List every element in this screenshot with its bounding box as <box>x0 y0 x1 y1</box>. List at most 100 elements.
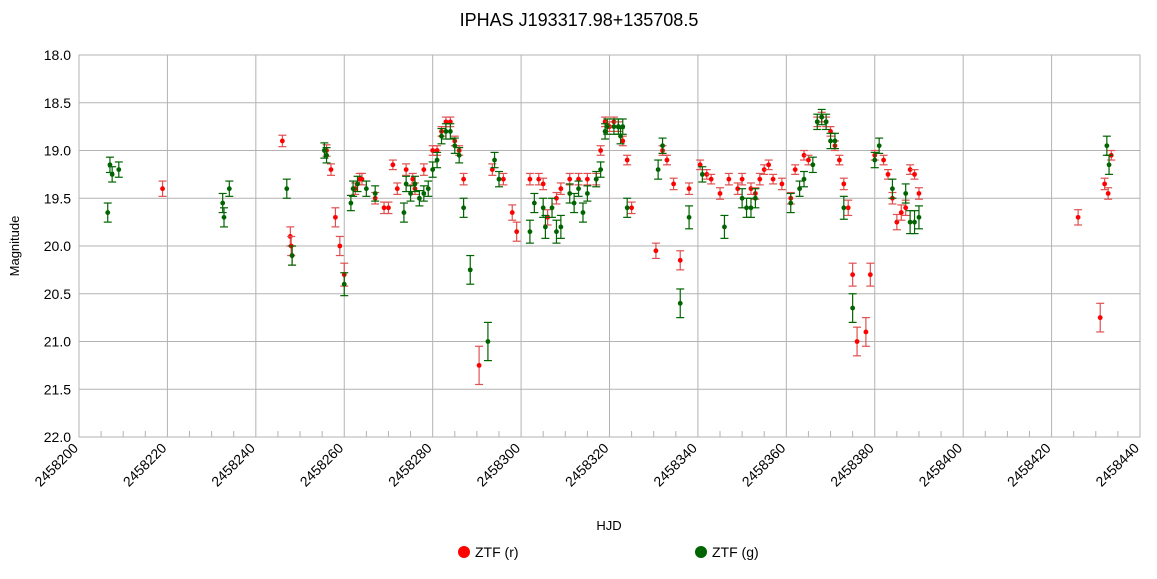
point-g-55 <box>620 124 626 130</box>
point-g-46 <box>580 210 586 215</box>
point-r-85 <box>850 272 856 278</box>
y-axis-ticks: 18.0 18.5 19.0 19.5 20.0 20.5 21.0 21.5 22.0 <box>44 47 71 445</box>
point-r-21 <box>421 167 427 173</box>
point-g-10 <box>324 152 329 158</box>
point-g-58 <box>660 143 665 149</box>
point-g-9 <box>321 148 327 153</box>
point-g-13 <box>350 186 356 192</box>
point-r-93 <box>894 219 900 225</box>
y-tick-label-7: 21.5 <box>44 381 71 397</box>
point-r-86 <box>854 339 860 344</box>
point-g-20 <box>412 181 418 187</box>
point-r-41 <box>567 176 573 182</box>
point-r-55 <box>664 157 670 163</box>
x-tick-label-2: 2458240 <box>208 440 258 490</box>
legend-g-marker <box>695 546 707 558</box>
point-r-74 <box>792 167 798 173</box>
point-r-36 <box>536 176 542 182</box>
point-g-16 <box>372 191 378 196</box>
point-r-16 <box>390 162 396 168</box>
point-g-48 <box>593 176 599 182</box>
point-g-62 <box>722 224 727 230</box>
point-r-33 <box>509 210 515 215</box>
point-r-97 <box>912 171 917 177</box>
point-r-98 <box>916 191 922 196</box>
point-r-101 <box>1102 181 1108 187</box>
x-tick-label-11: 2458420 <box>1004 440 1054 490</box>
point-r-19 <box>410 176 416 182</box>
point-r-51 <box>624 157 630 163</box>
point-r-57 <box>677 257 683 263</box>
point-g-72 <box>819 114 825 120</box>
point-r-50 <box>620 138 626 144</box>
point-g-50 <box>602 129 608 134</box>
point-g-52 <box>611 124 617 130</box>
point-r-39 <box>554 195 559 201</box>
point-g-54 <box>618 133 623 139</box>
point-g-6 <box>226 186 232 192</box>
point-g-12 <box>348 200 354 206</box>
point-g-69 <box>801 176 807 182</box>
point-g-80 <box>890 186 895 192</box>
point-g-21 <box>417 195 422 201</box>
point-r-37 <box>540 181 546 187</box>
point-r-71 <box>770 176 776 182</box>
data-points <box>103 108 1116 386</box>
point-r-102 <box>1105 191 1111 196</box>
point-g-86 <box>1106 162 1112 168</box>
point-g-31 <box>461 205 467 211</box>
point-r-65 <box>739 176 745 182</box>
point-g-53 <box>615 124 621 130</box>
point-g-59 <box>677 300 683 306</box>
point-g-22 <box>421 191 427 196</box>
x-tick-label-1: 2458220 <box>120 440 170 490</box>
point-g-8 <box>289 253 295 258</box>
point-g-51 <box>604 124 610 130</box>
y-tick-label-2: 19.0 <box>44 143 71 159</box>
point-g-38 <box>540 205 546 211</box>
point-r-17 <box>394 186 400 192</box>
x-tick-label-9: 2458380 <box>827 440 877 490</box>
point-g-4 <box>220 200 226 206</box>
point-r-90 <box>881 157 886 163</box>
point-r-29 <box>461 176 467 182</box>
y-tick-label-0: 18.0 <box>44 47 71 63</box>
point-g-66 <box>752 195 758 201</box>
point-g-85 <box>1104 143 1110 149</box>
point-r-70 <box>766 162 772 168</box>
point-r-64 <box>735 186 741 192</box>
point-g-76 <box>841 205 847 211</box>
point-r-60 <box>704 171 710 177</box>
point-r-8 <box>337 243 343 249</box>
point-r-15 <box>386 205 391 211</box>
point-g-2 <box>109 171 115 177</box>
point-g-1 <box>107 162 113 168</box>
point-g-61 <box>699 171 705 177</box>
y-tick-label-6: 21.0 <box>44 334 71 350</box>
point-g-40 <box>549 205 555 211</box>
legend: ZTF (r) ZTF (g) <box>458 544 759 560</box>
point-r-25 <box>443 119 449 125</box>
point-g-25 <box>434 157 440 163</box>
legend-r-label: ZTF (r) <box>475 544 519 560</box>
point-r-96 <box>907 167 913 173</box>
point-r-84 <box>845 205 851 211</box>
point-g-45 <box>576 186 581 192</box>
y-tick-label-3: 19.5 <box>44 190 71 206</box>
point-g-42 <box>558 224 564 230</box>
point-g-3 <box>116 167 122 173</box>
point-r-80 <box>828 129 833 134</box>
x-tick-label-10: 2458400 <box>915 440 965 490</box>
point-g-60 <box>686 214 692 220</box>
point-r-59 <box>697 162 703 168</box>
point-g-37 <box>531 200 537 206</box>
point-r-32 <box>501 176 506 182</box>
point-g-57 <box>655 167 661 173</box>
point-r-91 <box>885 171 891 177</box>
point-r-76 <box>806 157 811 163</box>
x-axis-minor-ticks <box>100 431 1119 437</box>
point-g-15 <box>363 186 369 192</box>
point-g-68 <box>797 186 802 192</box>
point-g-26 <box>439 133 444 139</box>
